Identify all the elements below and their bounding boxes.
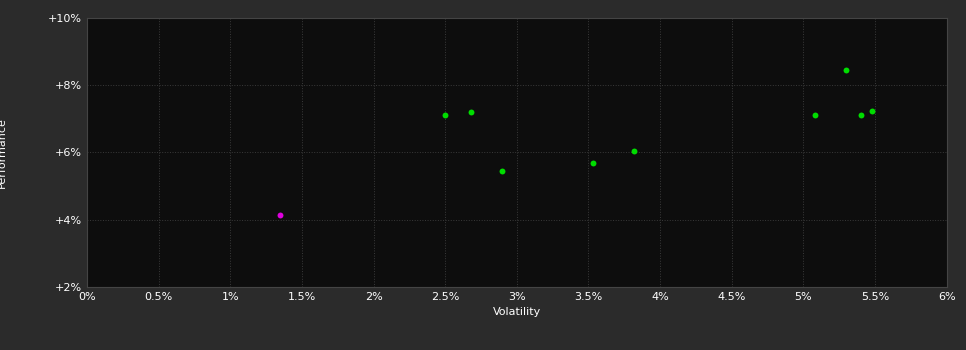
Point [865, 108, 880, 114]
Point [464, 110, 479, 115]
Point [585, 160, 601, 166]
Point [495, 168, 510, 174]
Point [838, 67, 854, 72]
X-axis label: Volatility: Volatility [493, 307, 541, 317]
Point [627, 148, 642, 153]
Point [853, 112, 868, 117]
Y-axis label: Performance: Performance [0, 117, 7, 188]
Point [808, 112, 823, 117]
Point [272, 212, 288, 217]
Point [438, 112, 453, 118]
